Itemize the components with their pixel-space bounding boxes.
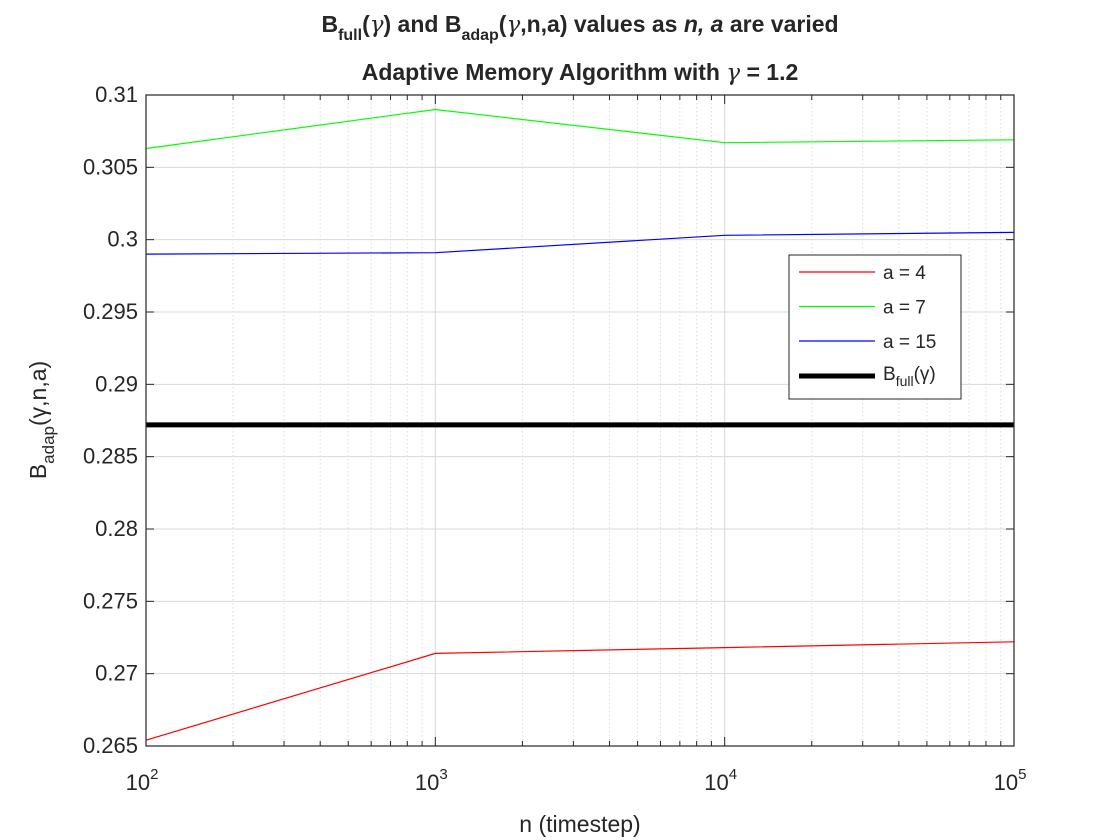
chart-title-line-2: Adaptive Memory Algorithm with γ = 1.2: [362, 59, 799, 86]
legend-label: a = 15: [883, 332, 936, 353]
y-tick-label: 0.31: [95, 82, 138, 107]
x-tick-label: 105: [994, 766, 1027, 795]
legend-entries: a = 4 a = 7 a = 15: [799, 263, 936, 353]
y-tick-label: 0.285: [83, 444, 138, 469]
axes-box: [145, 94, 1015, 747]
series-line: [145, 231, 1015, 255]
legend-label: a = 4: [883, 263, 926, 284]
y-tick-label: 0.3: [107, 227, 138, 252]
legend: a = 4 a = 7 a = 15 Bfull(γ): [788, 254, 962, 400]
x-tick-label: 104: [704, 766, 737, 795]
y-tick-label: 0.295: [83, 299, 138, 324]
series-group: [145, 108, 1015, 741]
y-tick-label: 0.27: [95, 661, 138, 686]
plot-area: [146, 95, 1014, 746]
series-line: [145, 641, 1015, 741]
x-tick-label: 102: [126, 766, 159, 795]
y-tick-label: 0.265: [83, 733, 138, 758]
y-tick-label: 0.29: [95, 371, 138, 396]
chart-title-line-1: Bfull(γ) and Badap(γ,n,a) values as n, a…: [321, 11, 838, 44]
y-axis-label: Badap(γ,n,a): [25, 361, 58, 479]
y-tick-label: 0.275: [83, 588, 138, 613]
y-tick-label: 0.28: [95, 516, 138, 541]
x-axis-label: n (timestep): [519, 811, 640, 837]
legend-label-bfull: Bfull(γ): [883, 364, 936, 389]
ticks: 0.265 0.27 0.275 0.28 0.285 0.29 0.295 0.3 0.305…: [83, 82, 1026, 795]
x-tick-label: 103: [415, 766, 448, 795]
series-line: [145, 108, 1015, 150]
legend-label: a = 7: [883, 298, 926, 319]
y-tick-label: 0.305: [83, 154, 138, 179]
